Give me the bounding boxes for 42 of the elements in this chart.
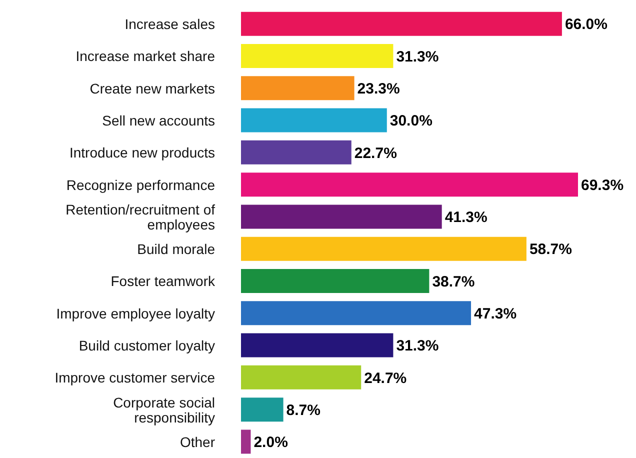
y-tick-label: Increase sales (124, 16, 215, 32)
bar (241, 44, 394, 68)
data-label: 69.3% (581, 176, 624, 194)
y-tick-label: Recognize performance (66, 176, 216, 193)
bar (241, 76, 354, 100)
y-tick-label: Build morale (137, 241, 216, 258)
data-label: 66.0% (564, 16, 608, 34)
bar (241, 398, 284, 422)
y-tick-label: Foster teamwork (110, 273, 216, 290)
bar (241, 365, 362, 390)
bar (241, 204, 442, 229)
y-tick-label: Retention/recruitment of employees (66, 201, 216, 232)
bar (241, 140, 352, 164)
y-tick-label: Introduce new products (69, 144, 215, 161)
bar (241, 430, 251, 454)
bar (241, 333, 394, 358)
y-tick-label: Improve employee loyalty (56, 305, 215, 322)
bar (241, 269, 430, 293)
data-label: 47.3% (474, 305, 517, 322)
y-tick-label: Build customer loyalty (78, 338, 215, 354)
data-label: 24.7% (364, 370, 407, 387)
bar (241, 236, 526, 261)
bar (241, 172, 578, 197)
bar (241, 108, 387, 132)
data-label: 38.7% (432, 273, 475, 290)
y-tick-label: Improve customer service (54, 370, 216, 386)
y-tick-label: Create new markets (90, 80, 215, 96)
data-label: 22.7% (354, 144, 397, 162)
data-label: 2.0% (254, 434, 288, 452)
data-label: 58.7% (529, 241, 572, 258)
data-label: 31.3% (396, 48, 439, 66)
y-tick-label: Other (180, 434, 216, 450)
data-label: 31.3% (396, 338, 439, 355)
bar (241, 301, 472, 326)
data-label: 30.0% (390, 112, 432, 130)
y-tick-label: Increase market share (76, 48, 216, 64)
y-tick-label: Corporate social responsibility (113, 394, 215, 426)
y-tick-label: Sell new accounts (102, 112, 215, 128)
data-label: 23.3% (357, 80, 400, 98)
data-label: 8.7% (286, 402, 321, 419)
bar (241, 12, 562, 36)
data-label: 41.3% (444, 209, 488, 226)
